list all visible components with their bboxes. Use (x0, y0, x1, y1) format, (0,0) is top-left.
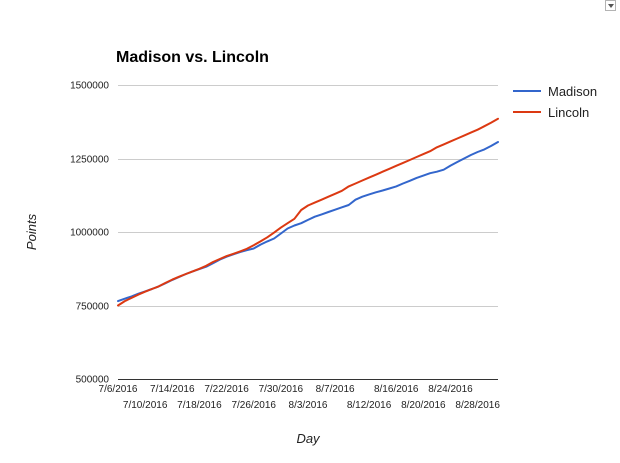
legend: Madison Lincoln (513, 84, 597, 120)
x-tick-label: 7/30/2016 (259, 384, 304, 395)
y-axis-ticks: 500000 750000 1000000 1250000 1500000 (70, 81, 109, 386)
y-tick-label: 750000 (76, 302, 110, 313)
chevron-down-icon (608, 4, 614, 8)
chart-menu-button[interactable] (605, 0, 616, 11)
x-tick-label: 7/6/2016 (99, 384, 138, 395)
series-lines (117, 117, 499, 307)
chart-title: Madison vs. Lincoln (116, 49, 269, 66)
y-axis-title: Points (24, 213, 39, 250)
series-line-lincoln (117, 117, 499, 307)
x-tick-label: 7/22/2016 (204, 384, 249, 395)
x-tick-label: 8/24/2016 (428, 384, 473, 395)
x-tick-label: 7/14/2016 (150, 384, 195, 395)
x-axis-ticks: 7/6/2016 7/10/2016 7/14/2016 7/18/2016 7/22/… (99, 384, 501, 411)
y-tick-label: 1000000 (70, 228, 109, 239)
y-tick-label: 1500000 (70, 81, 109, 92)
series-line-madison (117, 141, 499, 303)
legend-label: Lincoln (548, 105, 589, 120)
x-tick-label: 7/26/2016 (231, 400, 276, 411)
x-tick-label: 8/28/2016 (455, 400, 500, 411)
x-tick-label: 8/16/2016 (374, 384, 419, 395)
y-tick-label: 500000 (76, 375, 110, 386)
x-tick-label: 8/7/2016 (316, 384, 355, 395)
legend-label: Madison (548, 84, 597, 99)
x-tick-label: 8/12/2016 (347, 400, 392, 411)
x-tick-label: 7/18/2016 (177, 400, 222, 411)
x-tick-label: 8/3/2016 (289, 400, 328, 411)
x-axis-title: Day (296, 431, 321, 446)
gridlines (118, 85, 498, 380)
x-tick-label: 7/10/2016 (123, 400, 168, 411)
y-tick-label: 1250000 (70, 155, 109, 166)
x-tick-label: 8/20/2016 (401, 400, 446, 411)
